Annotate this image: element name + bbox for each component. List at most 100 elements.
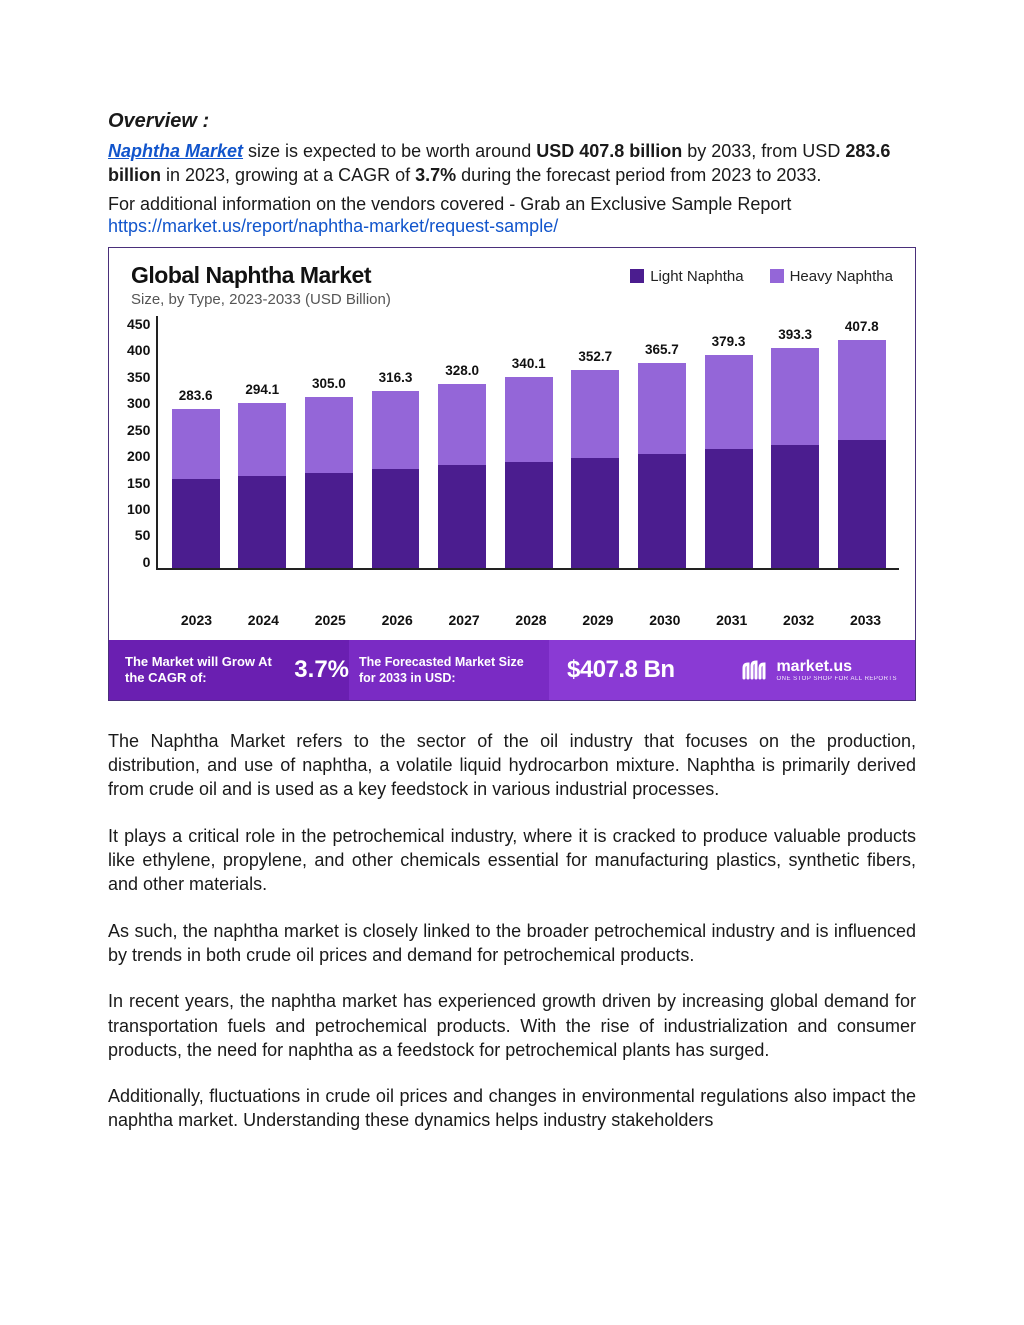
body-paragraph-4: In recent years, the naphtha market has … [108, 989, 916, 1062]
chart-legend: Light Naphtha Heavy Naphtha [630, 262, 893, 285]
x-tick: 2032 [765, 612, 832, 628]
legend-light: Light Naphtha [630, 268, 743, 285]
legend-heavy: Heavy Naphtha [770, 268, 893, 285]
brand: market.us ONE STOP SHOP FOR ALL REPORTS [742, 658, 897, 682]
bar-segment-light [505, 462, 553, 568]
x-tick: 2033 [832, 612, 899, 628]
bar-stack [172, 409, 220, 568]
bar-total-label: 328.0 [445, 363, 479, 378]
y-axis: 450 400 350 300 250 200 150 100 50 0 [127, 316, 156, 570]
body-paragraph-5: Additionally, fluctuations in crude oil … [108, 1084, 916, 1133]
y-tick: 150 [127, 475, 150, 491]
y-tick: 0 [143, 554, 151, 570]
bar-stack [638, 363, 686, 568]
legend-label-light: Light Naphtha [650, 268, 743, 285]
body-paragraph-1: The Naphtha Market refers to the sector … [108, 729, 916, 802]
y-tick: 200 [127, 448, 150, 464]
bar-segment-light [305, 473, 353, 568]
x-tick: 2030 [631, 612, 698, 628]
y-tick: 400 [127, 342, 150, 358]
brand-logo-icon [742, 660, 770, 680]
bar-segment-heavy [771, 348, 819, 445]
bar-stack [505, 377, 553, 567]
bar-segment-heavy [172, 409, 220, 479]
bar-stack [372, 391, 420, 568]
bars-row: 283.6294.1305.0316.3328.0340.1352.7365.7… [158, 316, 899, 568]
footer-cagr-label: The Market will Grow At the CAGR of: [125, 654, 286, 687]
bar-total-label: 393.3 [778, 327, 812, 342]
x-tick: 2024 [230, 612, 297, 628]
chart-subtitle: Size, by Type, 2023-2033 (USD Billion) [131, 291, 391, 308]
bar-column: 294.1 [229, 316, 296, 568]
bar-column: 316.3 [362, 316, 429, 568]
bar-total-label: 283.6 [179, 388, 213, 403]
chart-plot-area: 450 400 350 300 250 200 150 100 50 0 283.6 294.130… [109, 312, 915, 606]
x-tick: 2026 [364, 612, 431, 628]
x-tick: 2023 [163, 612, 230, 628]
x-tick: 2028 [498, 612, 565, 628]
legend-swatch-light [630, 269, 644, 283]
bar-segment-light [172, 479, 220, 567]
footer-forecast-label: The Forecasted Market Size for 2033 in U… [349, 640, 549, 700]
intro-seg-1: size is expected to be worth around [243, 141, 536, 161]
bar-segment-heavy [372, 391, 420, 469]
footer-cagr-block: The Market will Grow At the CAGR of: 3.7… [109, 640, 349, 700]
brand-tagline: ONE STOP SHOP FOR ALL REPORTS [776, 676, 897, 682]
y-tick: 300 [127, 395, 150, 411]
bar-stack [238, 403, 286, 568]
legend-label-heavy: Heavy Naphtha [790, 268, 893, 285]
bar-total-label: 365.7 [645, 342, 679, 357]
x-tick: 2025 [297, 612, 364, 628]
intro-bold-3: 3.7% [415, 165, 456, 185]
bar-segment-light [638, 454, 686, 568]
bar-column: 365.7 [629, 316, 696, 568]
intro-seg-3: in 2023, growing at a CAGR of [161, 165, 415, 185]
sample-report-link[interactable]: https://market.us/report/naphtha-market/… [108, 216, 916, 237]
intro-bold-1: USD 407.8 billion [536, 141, 682, 161]
bar-column: 379.3 [695, 316, 762, 568]
bar-column: 352.7 [562, 316, 629, 568]
bar-segment-heavy [305, 397, 353, 473]
body-paragraph-3: As such, the naphtha market is closely l… [108, 919, 916, 968]
y-tick: 100 [127, 501, 150, 517]
bar-segment-heavy [438, 384, 486, 465]
bar-segment-light [438, 465, 486, 567]
chart-footer: The Market will Grow At the CAGR of: 3.7… [109, 640, 915, 700]
x-tick: 2027 [431, 612, 498, 628]
bar-segment-light [771, 445, 819, 568]
bar-segment-heavy [571, 370, 619, 457]
y-tick: 50 [135, 527, 151, 543]
bar-total-label: 407.8 [845, 319, 879, 334]
legend-swatch-heavy [770, 269, 784, 283]
vendor-line: For additional information on the vendor… [108, 192, 916, 216]
x-axis-labels: 2023202420252026202720282029203020312032… [109, 606, 915, 640]
bar-segment-light [838, 440, 886, 568]
bar-segment-heavy [505, 377, 553, 461]
x-tick: 2029 [564, 612, 631, 628]
bar-segment-heavy [638, 363, 686, 454]
body-paragraph-2: It plays a critical role in the petroche… [108, 824, 916, 897]
bar-column: 328.0 [429, 316, 496, 568]
bar-total-label: 379.3 [712, 334, 746, 349]
y-tick: 350 [127, 369, 150, 385]
bar-stack [705, 355, 753, 567]
bar-stack [305, 397, 353, 568]
footer-forecast-text: The Forecasted Market Size for 2033 in U… [359, 654, 539, 687]
bar-column: 407.8 [828, 316, 895, 568]
y-tick: 250 [127, 422, 150, 438]
bar-segment-heavy [238, 403, 286, 476]
bar-segment-heavy [838, 340, 886, 441]
intro-seg-4: during the forecast period from 2023 to … [456, 165, 821, 185]
naphtha-market-link[interactable]: Naphtha Market [108, 141, 243, 161]
footer-cagr-value: 3.7% [294, 656, 349, 684]
bar-segment-heavy [705, 355, 753, 449]
brand-name: market.us [776, 658, 852, 675]
y-tick: 450 [127, 316, 150, 332]
bar-stack [571, 370, 619, 568]
bar-stack [771, 348, 819, 568]
bar-column: 305.0 [296, 316, 363, 568]
chart-title: Global Naphtha Market [131, 262, 391, 289]
intro-paragraph: Naphtha Market size is expected to be wo… [108, 139, 916, 188]
chart-card: Global Naphtha Market Size, by Type, 202… [108, 247, 916, 701]
bar-total-label: 316.3 [379, 370, 413, 385]
